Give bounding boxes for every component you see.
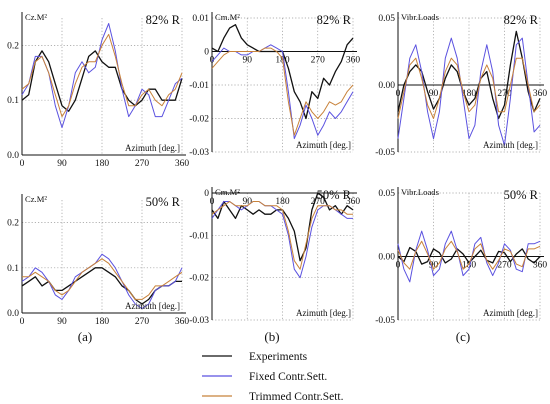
panel-cm-50-station: 50% R	[317, 188, 352, 202]
panel-cm-82-xtick-label: 270	[311, 56, 326, 66]
panel-vibr-82-ytick-label: 0.05	[378, 14, 395, 24]
panel-cz-50: 0.0 0.1 0.2 0 90 180 270 360 Cz.M² 50% R Azimuth […	[7, 194, 189, 327]
panel-vibr-50-station: 50% R	[504, 188, 539, 202]
panel-vibr-82-station: 82% R	[504, 13, 539, 27]
panel-vibr-82-series-fixed	[397, 37, 541, 146]
panel-vibr-82-ylabel: Vibr.Loads	[401, 12, 440, 22]
panel-cm-50-xtick-label: 0	[210, 197, 215, 207]
panels: 0.0 0.1 0.2 0 90 180 270 360 Cz.M² 82% R Azimuth […	[7, 12, 547, 327]
legend-label-trimmed: Trimmed Contr.Sett.	[249, 391, 344, 403]
panel-cm-82-ytick-label: 0.01	[192, 14, 209, 24]
panel-vibr-50-xtick-label: 90	[429, 261, 439, 271]
panel-vibr-82-xtick-label: 180	[462, 89, 477, 99]
panel-cz-82-xtick-label: 90	[57, 159, 67, 169]
panel-vibr-82-xtick-label: 90	[429, 89, 439, 99]
panel-cz-82-ylabel: Cz.M²	[25, 12, 47, 22]
panel-cz-82-xtick-label: 0	[20, 159, 25, 169]
panel-vibr-50: -0.05 0.00 0.05 0 90 180 270 360 Vibr.Loads 50% R…	[375, 187, 547, 326]
panel-cz-82-xlabel: Azimuth [deg.]	[125, 143, 180, 153]
panel-cm-50-ytick-label: 0	[204, 189, 209, 199]
panel-cz-82-xtick-label: 270	[135, 159, 150, 169]
panel-cz-82-station: 82% R	[146, 13, 181, 27]
panel-cm-82-xtick-label: 360	[346, 56, 361, 66]
panel-cm-50-ytick-label: -0.03	[189, 316, 209, 326]
panel-cz-82: 0.0 0.1 0.2 0 90 180 270 360 Cz.M² 82% R Azimuth […	[7, 12, 189, 169]
panel-cm-82-ylabel: Cm.M²	[215, 12, 240, 22]
panel-cz-50-ylabel: Cz.M²	[25, 194, 47, 204]
panel-cm-50-xtick-label: 360	[346, 197, 361, 207]
legend: Experiments Fixed Contr.Sett. Trimmed Co…	[202, 351, 344, 403]
panel-cm-82-ytick-label: -0.02	[189, 115, 209, 125]
panel-vibr-82-xlabel: Azimuth [deg.]	[483, 140, 538, 150]
panel-cz-50-ytick-label: 0.2	[7, 219, 19, 229]
panel-label-a: (a)	[78, 329, 92, 344]
panel-vibr-50-series-trimmed	[397, 240, 541, 270]
panel-vibr-50-xlabel: Azimuth [deg.]	[483, 308, 538, 318]
panel-cz-50-xtick-label: 90	[57, 317, 67, 327]
panel-cm-82-xtick-label: 90	[243, 56, 253, 66]
panel-cm-50-series-trimmed	[211, 201, 353, 270]
panel-cm-50-ytick-label: -0.02	[189, 274, 209, 284]
panel-cz-50-xtick-label: 180	[95, 317, 110, 327]
panel-cm-82-ytick-label: -0.03	[189, 148, 209, 158]
panel-vibr-50-xtick-label: 270	[497, 261, 512, 271]
panel-cz-82-ytick-label: 0.2	[7, 41, 19, 51]
panel-vibr-50-xtick-label: 360	[533, 261, 548, 271]
legend-label-fixed: Fixed Contr.Sett.	[249, 371, 327, 383]
panel-cz-50-ytick-label: 0.0	[7, 309, 19, 319]
panel-cz-82-xtick-label: 180	[95, 159, 110, 169]
panel-cm-82-ytick-label: -0.01	[189, 81, 209, 91]
panel-vibr-50-ytick-label: 0.00	[378, 253, 395, 263]
panel-cz-50-series-trimmed	[22, 258, 183, 300]
panel-vibr-82-xtick-label: 360	[533, 89, 548, 99]
panel-cz-50-xtick-label: 270	[135, 317, 150, 327]
panel-vibr-82: -0.05 0.00 0.05 0 90 180 270 360 Vibr.Loads 82% R…	[375, 12, 547, 158]
panel-cz-50-xlabel: Azimuth [deg.]	[125, 301, 180, 311]
panel-vibr-82-ytick-label: 0.00	[378, 81, 395, 91]
panel-cz-50-station: 50% R	[146, 195, 181, 209]
panel-vibr-82-ytick-label: -0.05	[375, 148, 395, 158]
panel-cm-82-xlabel: Azimuth [deg.]	[296, 140, 351, 150]
panel-cm-82-series-trimmed	[211, 47, 354, 136]
panel-cm-50-xtick-label: 270	[311, 197, 326, 207]
panel-vibr-50-ylabel: Vibr.Loads	[401, 187, 440, 197]
panel-vibr-50-series-fixed	[397, 230, 541, 283]
panel-cz-50-ytick-label: 0.1	[7, 264, 19, 274]
panel-cm-82-ytick-label: 0	[204, 48, 209, 58]
panel-vibr-82-xtick-label: 0	[396, 89, 401, 99]
panel-cm-50-xtick-label: 90	[243, 197, 253, 207]
panel-cz-50-xtick-label: 360	[175, 317, 190, 327]
panel-cm-82-xtick-label: 0	[210, 56, 215, 66]
panel-label-c: (c)	[456, 329, 470, 344]
panel-vibr-82-xtick-label: 270	[497, 89, 512, 99]
panel-vibr-50-ytick-label: 0.05	[378, 189, 395, 199]
panel-cz-82-ytick-label: 0.1	[7, 96, 19, 106]
panel-cm-50-ytick-label: -0.01	[189, 231, 209, 241]
panel-cz-82-xtick-label: 360	[175, 159, 190, 169]
panel-cz-50-xtick-label: 0	[20, 317, 25, 327]
panel-vibr-50-xtick-label: 0	[396, 261, 401, 271]
panel-cz-82-series-trimmed	[21, 33, 183, 118]
panel-vibr-82-series-trimmed	[397, 57, 541, 119]
panel-cm-50: -0.03 -0.02 -0.01 00 90 180 270 360 Cm.M² 50% R Az…	[189, 187, 360, 326]
panel-vibr-50-ytick-label: -0.05	[375, 316, 395, 326]
panel-cz-82-ytick-label: 0.0	[7, 151, 19, 161]
panel-cm-82-station: 82% R	[317, 13, 352, 27]
panel-cm-50-ylabel: Cm.M²	[215, 187, 240, 197]
panel-cz-82-series-experiments	[21, 50, 183, 112]
panel-cm-50-xlabel: Azimuth [deg.]	[296, 308, 351, 318]
panel-label-b: (b)	[264, 329, 279, 344]
legend-label-experiments: Experiments	[249, 351, 308, 363]
panel-cm-50-xtick-label: 180	[275, 197, 290, 207]
panel-vibr-50-xtick-label: 180	[462, 261, 477, 271]
